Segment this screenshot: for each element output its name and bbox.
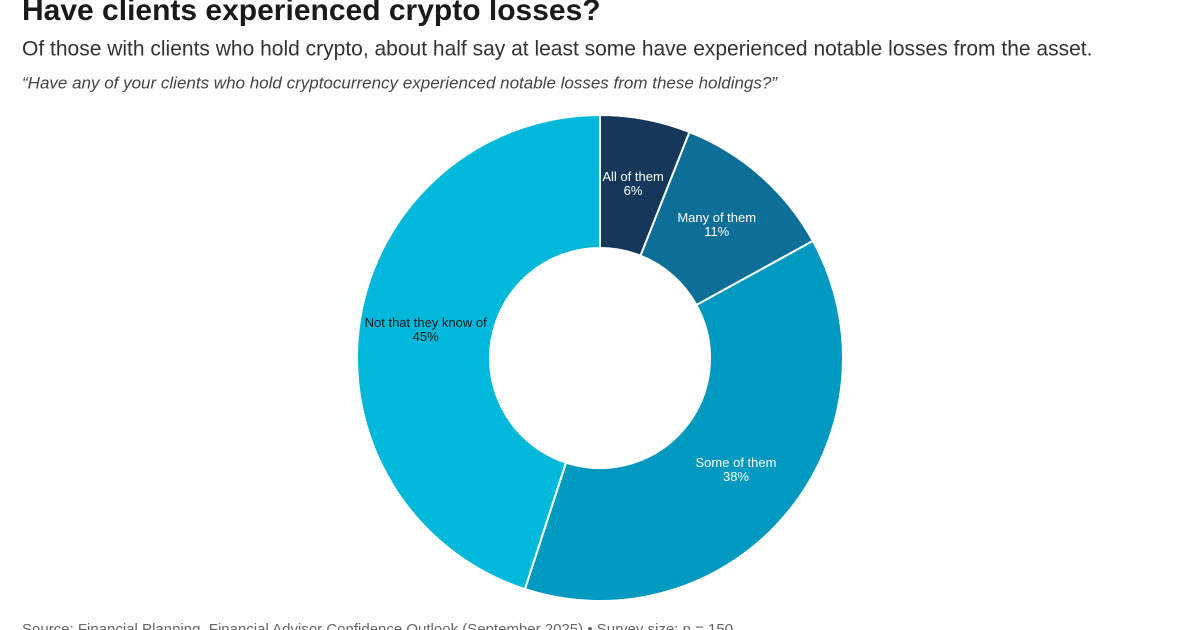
segment-label: Not that they know of: [365, 315, 488, 330]
donut-segment: [523, 239, 844, 602]
source: Source: Financial Planning, Financial Ad…: [22, 621, 733, 630]
chart-title: Have clients experienced crypto losses?: [22, 0, 601, 27]
segment-label: Some of them: [696, 455, 777, 470]
chart-subtitle: Of those with clients who hold crypto, a…: [22, 38, 1092, 61]
segment-value: 45%: [413, 329, 439, 344]
segment-value: 11%: [704, 224, 729, 239]
donut-segment: [356, 113, 601, 591]
segment-value: 38%: [723, 469, 749, 484]
segment-label: All of them: [602, 169, 663, 184]
question: “Have any of your clients who hold crypt…: [22, 73, 778, 92]
segment-label: Many of them: [677, 210, 756, 225]
segment-value: 6%: [624, 183, 643, 198]
